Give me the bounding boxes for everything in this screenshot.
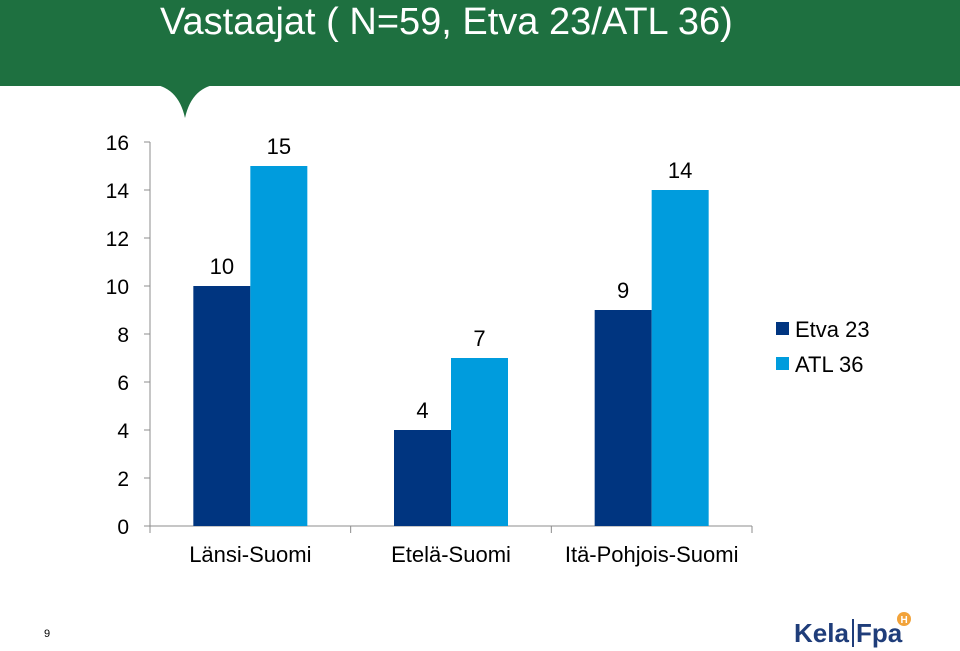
bar-etva	[394, 430, 451, 526]
y-tick-label: 14	[106, 180, 130, 203]
data-label: 7	[473, 326, 485, 351]
bar-atl	[451, 358, 508, 526]
logo-accent-icon	[897, 612, 911, 626]
kela-fpa-logo: Kela Fpa H	[794, 612, 911, 648]
y-tick-label: 8	[117, 324, 129, 347]
bar-atl	[250, 166, 308, 526]
y-tick-label: 12	[106, 228, 129, 251]
legend-swatch	[776, 357, 789, 370]
bar-atl	[651, 190, 709, 526]
x-tick-label: Itä-Pohjois-Suomi	[565, 542, 739, 567]
bar-etva	[193, 286, 251, 526]
y-tick-label: 4	[117, 420, 129, 443]
legend: Etva 23 ATL 36	[776, 317, 870, 377]
bar-chart: 0 2 4 6 8 10 12 14 16 Länsi-Suomi Etelä-Suomi Itä-…	[106, 132, 870, 567]
y-tick-label: 0	[117, 516, 129, 539]
legend-swatch	[776, 322, 789, 335]
y-tick-label: 6	[117, 372, 129, 395]
bars	[193, 166, 709, 526]
header-bar: Vastaajat ( N=59, Etva 23/ATL 36)	[0, 0, 960, 86]
logo-text-right: Fpa	[856, 618, 903, 648]
page-number: 9	[44, 628, 51, 640]
x-tick-label: Länsi-Suomi	[189, 542, 311, 567]
logo-divider	[852, 619, 854, 647]
logo-accent-mark: H	[901, 615, 908, 626]
y-axis: 0 2 4 6 8 10 12 14 16	[106, 132, 151, 539]
y-tick-label: 10	[106, 276, 129, 299]
y-tick-label: 2	[117, 468, 129, 491]
data-label: 10	[210, 254, 234, 279]
data-label: 15	[267, 134, 291, 159]
y-tick-label: 16	[106, 132, 129, 155]
legend-label: Etva 23	[795, 317, 870, 342]
data-labels: 10 4 9 15 7 14	[210, 134, 693, 423]
data-label: 14	[668, 158, 692, 183]
x-tick-label: Etelä-Suomi	[391, 542, 511, 567]
legend-label: ATL 36	[795, 352, 863, 377]
data-label: 9	[617, 278, 629, 303]
bar-etva	[594, 310, 652, 526]
data-label: 4	[416, 398, 428, 423]
logo-text-left: Kela	[794, 618, 849, 648]
slide-title: Vastaajat ( N=59, Etva 23/ATL 36)	[160, 1, 733, 43]
x-axis: Länsi-Suomi Etelä-Suomi Itä-Pohjois-Suomi	[149, 525, 753, 567]
